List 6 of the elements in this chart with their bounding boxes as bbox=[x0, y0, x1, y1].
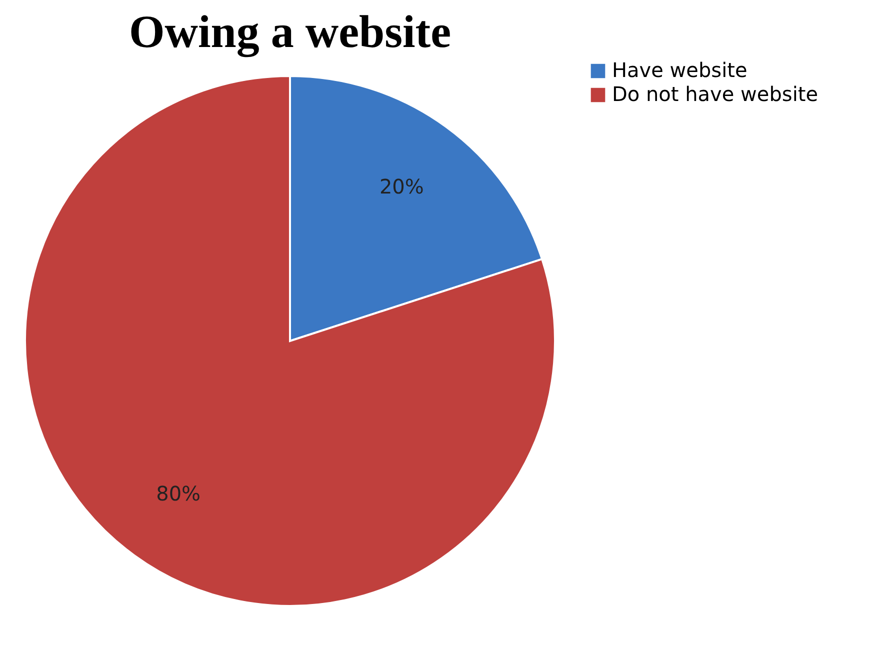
chart-title: Owing a website bbox=[129, 6, 451, 58]
data-label: 20% bbox=[379, 174, 424, 198]
legend-label: Have website bbox=[612, 58, 748, 82]
pie-slice bbox=[24, 75, 556, 607]
data-label: 80% bbox=[156, 482, 201, 506]
legend-label: Do not have website bbox=[612, 82, 818, 106]
